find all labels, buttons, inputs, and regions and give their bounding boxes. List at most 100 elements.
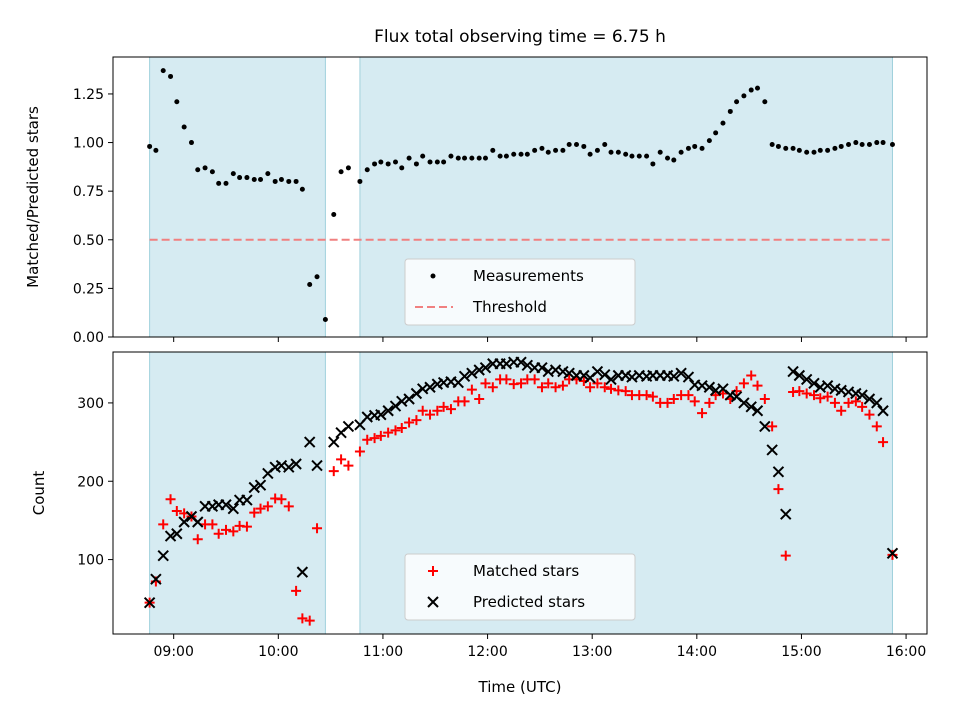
matched-star-point bbox=[417, 405, 428, 416]
measurement-point bbox=[629, 153, 635, 159]
measurement-point bbox=[331, 212, 337, 217]
predicted-star-point bbox=[283, 461, 295, 473]
matched-star-point bbox=[283, 501, 294, 512]
predicted-star-point bbox=[403, 393, 415, 405]
measurement-point bbox=[594, 147, 600, 153]
measurement-point bbox=[671, 157, 677, 163]
predicted-star-point bbox=[682, 371, 695, 383]
predicted-star-point bbox=[473, 364, 485, 376]
legend-matched-marker bbox=[428, 566, 438, 576]
measurement-point bbox=[364, 167, 370, 173]
matched-star-point bbox=[158, 519, 169, 530]
matched-star-point bbox=[815, 393, 826, 404]
matched-star-point bbox=[362, 434, 373, 445]
measurement-point bbox=[889, 142, 895, 147]
measurement-point bbox=[685, 145, 691, 151]
predicted-star-point bbox=[886, 547, 899, 560]
matched-star-point bbox=[536, 382, 547, 393]
measurement-point bbox=[160, 68, 166, 74]
measurement-point bbox=[434, 159, 440, 165]
x-axis-label: Time (UTC) bbox=[478, 678, 562, 696]
matched-star-point bbox=[192, 534, 203, 545]
measurement-point bbox=[427, 159, 433, 165]
matched-star-point bbox=[459, 396, 470, 407]
matched-star-point bbox=[647, 391, 658, 402]
axes-frame bbox=[112, 351, 928, 635]
measurement-point bbox=[560, 147, 566, 153]
matched-star-point bbox=[767, 421, 778, 432]
legend-label: Measurements bbox=[473, 267, 584, 285]
matched-star-point bbox=[262, 501, 273, 512]
matched-star-point bbox=[662, 397, 673, 408]
matched-star-point bbox=[487, 382, 498, 393]
matched-star-point bbox=[291, 585, 302, 596]
matched-star-point bbox=[411, 415, 422, 426]
matched-star-point bbox=[689, 396, 700, 407]
measurement-point bbox=[338, 169, 344, 175]
measurement-point bbox=[880, 140, 886, 146]
matched-star-point bbox=[759, 394, 770, 404]
predicted-star-point bbox=[296, 566, 309, 578]
measurement-point bbox=[497, 153, 503, 159]
measurement-point bbox=[307, 282, 313, 287]
matched-star-point bbox=[328, 466, 339, 477]
measurement-point bbox=[783, 145, 789, 151]
measurement-point bbox=[378, 159, 384, 165]
measurement-point bbox=[441, 159, 447, 165]
bottom-y-axis-label: Count bbox=[30, 471, 48, 516]
matched-star-point bbox=[312, 523, 323, 534]
matched-star-point bbox=[809, 390, 820, 401]
predicted-star-point bbox=[410, 387, 423, 400]
predicted-star-point bbox=[780, 508, 792, 520]
predicted-star-point bbox=[808, 377, 820, 390]
predicted-star-point bbox=[241, 494, 253, 506]
matched-star-point bbox=[606, 383, 617, 394]
measurement-point bbox=[790, 145, 796, 151]
predicted-star-point bbox=[342, 420, 355, 433]
predicted-star-point bbox=[248, 481, 260, 494]
y-tick-label: 200 bbox=[77, 474, 104, 490]
x-tick-label: 14:00 bbox=[677, 644, 717, 660]
measurement-point bbox=[251, 177, 257, 182]
x-tick-label: 09:00 bbox=[154, 644, 194, 660]
predicted-star-point bbox=[703, 381, 716, 393]
measurement-point bbox=[345, 165, 351, 171]
predicted-star-point bbox=[396, 395, 408, 408]
matched-star-point bbox=[738, 378, 749, 389]
measurement-point bbox=[230, 171, 236, 177]
measurement-point bbox=[237, 175, 243, 181]
matched-star-point bbox=[228, 526, 239, 537]
measurement-point bbox=[286, 178, 292, 184]
measurement-point bbox=[153, 147, 159, 153]
measurement-point bbox=[769, 142, 775, 147]
y-tick-label: 1.25 bbox=[73, 87, 104, 103]
predicted-star-point bbox=[536, 361, 548, 374]
legend: Matched stars Predicted stars bbox=[404, 553, 636, 621]
y-tick-label: 0.25 bbox=[73, 281, 104, 297]
measurement-point bbox=[372, 161, 378, 167]
matched-star-point bbox=[297, 613, 308, 624]
measurement-point bbox=[406, 155, 412, 161]
measurement-point bbox=[678, 149, 684, 155]
matched-star-point bbox=[864, 409, 875, 420]
matched-star-point bbox=[585, 382, 596, 393]
measurement-point bbox=[278, 177, 284, 182]
measurement-point bbox=[314, 274, 320, 280]
measurement-point bbox=[762, 99, 768, 105]
chart-title: Flux total observing time = 6.75 h bbox=[374, 27, 666, 47]
predicted-star-point bbox=[745, 401, 757, 413]
x-tick-label: 10:00 bbox=[258, 644, 298, 660]
matched-star-point bbox=[404, 417, 415, 428]
predicted-star-point bbox=[578, 369, 590, 382]
measurement-point bbox=[518, 151, 524, 157]
matched-star-point bbox=[704, 397, 715, 408]
matched-star-point bbox=[620, 386, 631, 397]
measurement-point bbox=[727, 108, 733, 114]
matched-star-point bbox=[354, 446, 365, 457]
matched-star-point bbox=[207, 519, 218, 530]
legend-predicted-marker bbox=[427, 596, 439, 608]
matched-star-point bbox=[255, 503, 266, 514]
measurement-point bbox=[741, 93, 747, 99]
measurement-point bbox=[399, 165, 405, 171]
